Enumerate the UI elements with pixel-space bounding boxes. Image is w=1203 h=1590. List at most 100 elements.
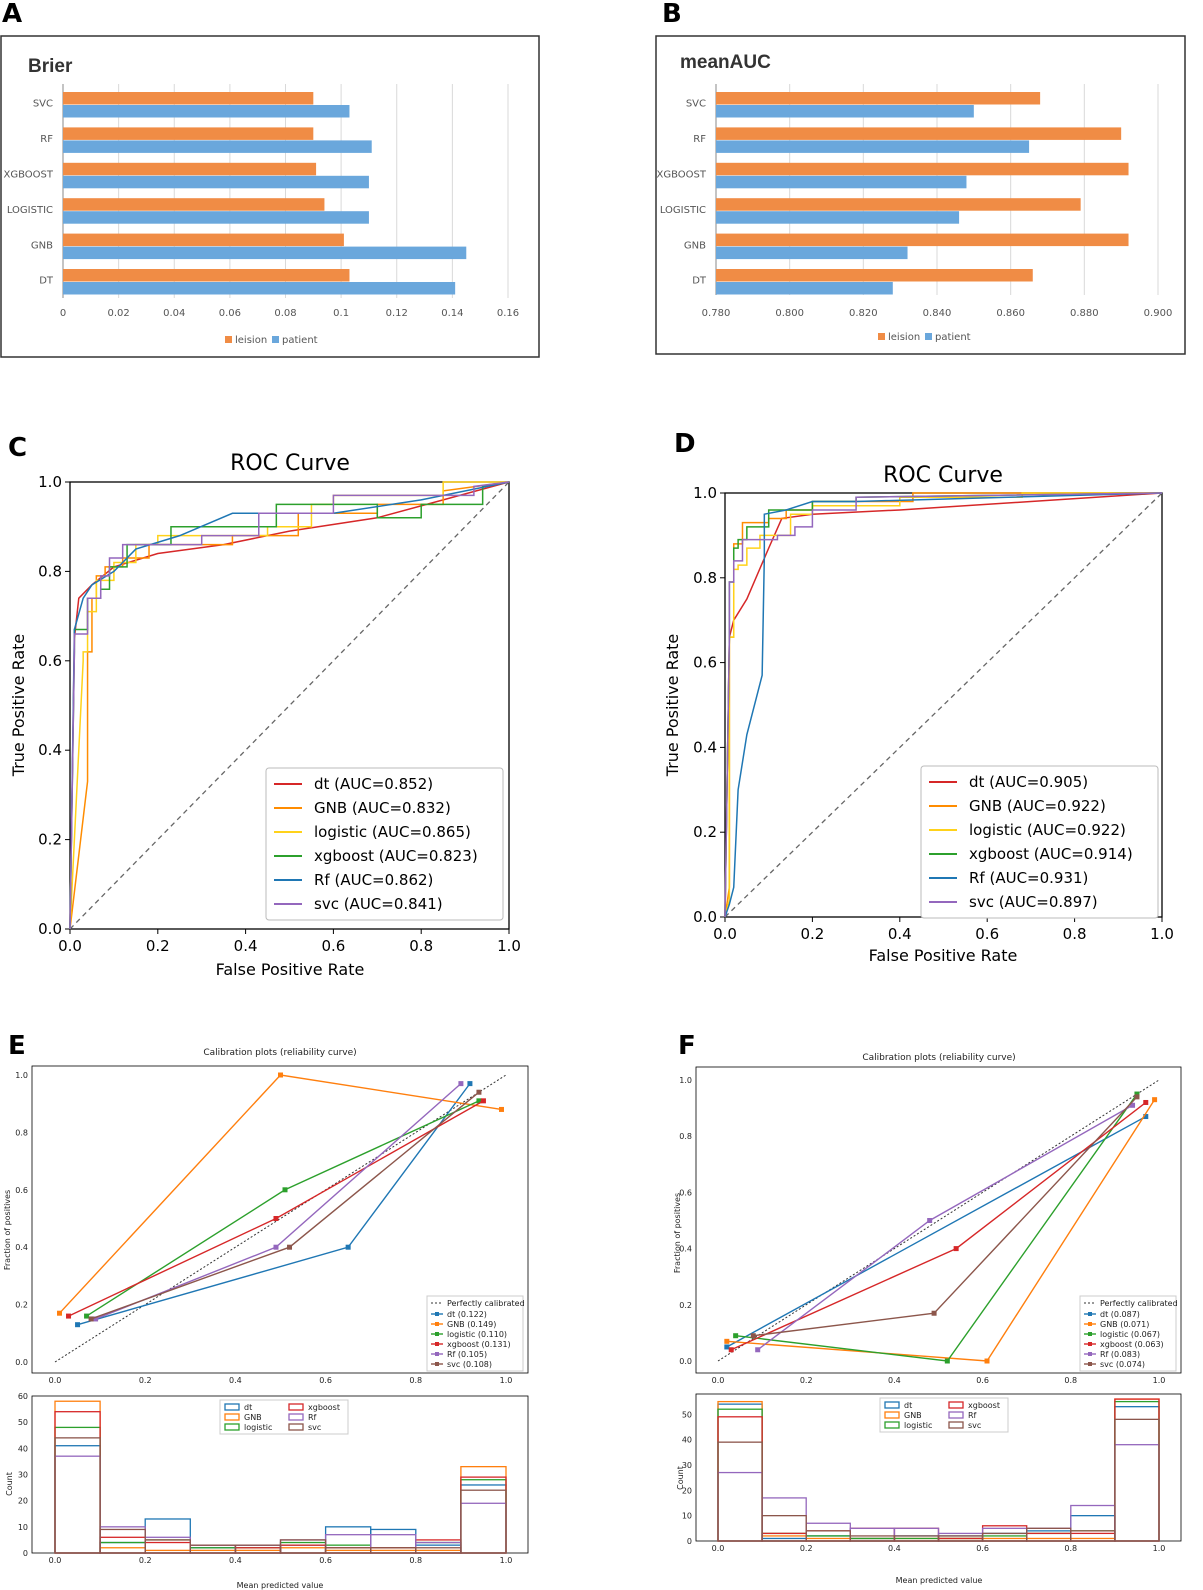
calibration-marker-xgboost xyxy=(1143,1099,1149,1105)
calibration-marker-logistic xyxy=(1134,1091,1140,1097)
histogram-legend-box xyxy=(879,1397,1009,1433)
x-tick-label: 0.02 xyxy=(107,308,129,319)
hist-bar-dt xyxy=(1026,1530,1072,1542)
bar-leision-dt xyxy=(63,269,350,282)
panel-label-d: D xyxy=(674,429,696,459)
x-tick-label: 0.820 xyxy=(849,308,878,319)
hist-bar-rf xyxy=(717,1471,763,1542)
hist-y-tick-label: 30 xyxy=(18,1471,28,1480)
hist-bar-dt xyxy=(981,1532,1028,1542)
hist-legend-swatch-dt xyxy=(884,1401,900,1409)
roc-line-svc xyxy=(724,492,1163,918)
hist-x-label-e: Mean predicted value xyxy=(237,1581,324,1590)
bar-leision-rf xyxy=(716,127,1122,140)
y-tick-label: 0.6 xyxy=(679,1188,692,1197)
roc-line-dt xyxy=(69,481,510,930)
hist-bar-gnb xyxy=(1114,1398,1160,1542)
y-tick-label: DT xyxy=(692,276,707,287)
hist-legend-label-rf: Rf xyxy=(968,1411,977,1420)
calibration-chart-e: 0.0 0.0 0.2 0.2 0.4 0.4 0.6 0.6 0.8 0.8 1.0 1.0 Perf… xyxy=(15,1065,529,1565)
legend-label-xgboost: xgboost (0.063) xyxy=(1100,1340,1164,1349)
calibration-line-dt xyxy=(726,1115,1147,1348)
hist-bar-logistic xyxy=(761,1532,807,1542)
panel-label-c: C xyxy=(8,433,27,463)
calibration-marker-xgboost xyxy=(480,1098,486,1104)
y-tick-label: 0.2 xyxy=(15,1301,28,1310)
x-tick-label: 0.2 xyxy=(800,925,824,943)
legend-box xyxy=(265,767,504,921)
calibration-marker-rf xyxy=(273,1244,279,1250)
x-tick-label: 0 xyxy=(60,308,66,319)
bar-patient-rf xyxy=(716,140,1030,153)
roc-chart-c: 0.00.0 0.2 0.2 0.4 0.4 0.6 0.6 0.8 0.8 1.0 1.0 dt (… xyxy=(38,473,521,955)
x-tick-label: 0.6 xyxy=(319,1376,332,1385)
calibration-marker-logistic xyxy=(476,1098,482,1104)
calibration-marker-logistic xyxy=(282,1187,288,1193)
hist-legend-label-xgboost: xgboost xyxy=(308,1403,340,1412)
legend-label-leision-b: leision xyxy=(888,332,920,343)
calibration-marker-dt xyxy=(1143,1114,1149,1120)
legend-label-dt: dt (AUC=0.852) xyxy=(314,775,433,793)
x-tick-label: 0.08 xyxy=(274,308,296,319)
calibration-marker-gnb xyxy=(1152,1097,1158,1103)
hist-bar-dt xyxy=(54,1445,101,1554)
bar-patient-xgboost xyxy=(63,175,369,189)
hist-bar-xgboost xyxy=(1070,1532,1116,1542)
hist-legend-swatch-logistic xyxy=(224,1423,240,1431)
legend-box xyxy=(920,765,1159,919)
panel-a-frame xyxy=(0,35,540,358)
hist-bar-gnb xyxy=(99,1547,146,1554)
hist-legend-swatch-gnb xyxy=(884,1411,900,1419)
calibration-marker-svc xyxy=(476,1089,482,1095)
bar-leision-xgboost xyxy=(63,162,317,176)
hist-y-tick-label: 10 xyxy=(18,1523,28,1532)
calibration-marker-logistic xyxy=(733,1333,739,1339)
legend-label-gnb: GNB (0.149) xyxy=(447,1320,496,1329)
roc-line-svc xyxy=(69,481,510,930)
hist-x-tick-label: 0.0 xyxy=(49,1556,62,1565)
legend-swatch-leision-b xyxy=(878,333,885,340)
legend-label-rf: Rf (AUC=0.862) xyxy=(314,871,433,889)
calibration-marker-svc xyxy=(1134,1094,1140,1100)
legend-label-xgboost: xgboost (0.131) xyxy=(447,1340,511,1349)
x-axis-label-d: False Positive Rate xyxy=(869,946,1018,965)
hist-legend-swatch-rf xyxy=(948,1411,964,1419)
hist-bar-logistic xyxy=(144,1539,191,1554)
legend-label-logistic: logistic (0.110) xyxy=(447,1330,507,1339)
panel-label-e: E xyxy=(8,1031,26,1061)
bar-patient-svc xyxy=(716,105,974,118)
x-tick-label: 0.8 xyxy=(409,1376,422,1385)
calibration-marker-dt xyxy=(345,1244,351,1250)
roc-line-dt xyxy=(724,492,1163,918)
hist-bar-dt xyxy=(1114,1406,1160,1542)
calibration-marker-dt xyxy=(467,1081,473,1087)
y-tick-label: 0.8 xyxy=(15,1128,28,1137)
x-tick-label: 0.8 xyxy=(1064,1376,1077,1385)
legend-label-logistic: logistic (AUC=0.922) xyxy=(969,821,1126,839)
x-tick-label: 0.06 xyxy=(219,308,241,319)
calibration-marker-svc xyxy=(287,1244,293,1250)
x-tick-label: 0.4 xyxy=(234,937,258,955)
y-tick-label: SVC xyxy=(686,99,706,110)
legend-marker-xgboost xyxy=(435,1342,439,1346)
bar-leision-rf xyxy=(63,127,314,140)
hist-bar-logistic xyxy=(717,1408,763,1542)
x-tick-label: 0.14 xyxy=(441,308,463,319)
hist-bar-rf xyxy=(1114,1444,1160,1542)
bar-patient-gnb xyxy=(63,246,467,260)
y-tick-label: 0.6 xyxy=(693,654,717,672)
hist-bar-xgboost xyxy=(460,1476,507,1554)
legend-marker-dt xyxy=(435,1312,439,1316)
x-tick-label: 1.0 xyxy=(1150,925,1174,943)
hist-bar-rf xyxy=(189,1544,237,1554)
hist-y-tick-label: 50 xyxy=(18,1418,28,1427)
legend-label-patient: patient xyxy=(282,335,318,346)
hist-bar-logistic xyxy=(1026,1532,1072,1542)
calibration-marker-logistic xyxy=(84,1313,90,1319)
hist-y-tick-label: 20 xyxy=(18,1497,28,1506)
legend-label-logistic: logistic (0.067) xyxy=(1100,1330,1160,1339)
hist-bar-xgboost xyxy=(1026,1532,1072,1542)
hist-bar-xgboost xyxy=(189,1544,237,1554)
hist-bar-rf xyxy=(99,1526,146,1554)
hist-bar-gnb xyxy=(279,1547,327,1554)
